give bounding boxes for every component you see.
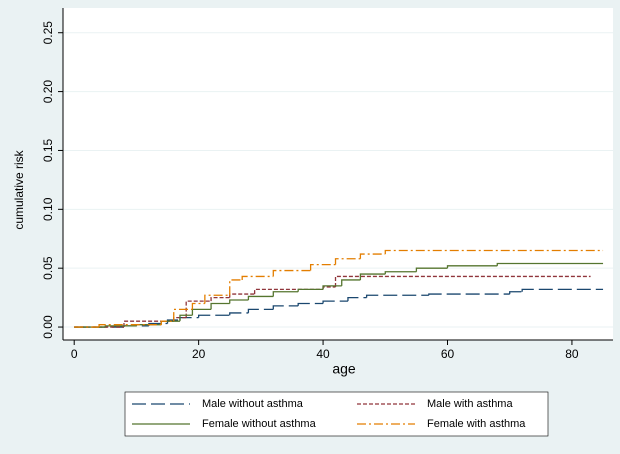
step-segment (104, 325, 137, 328)
step-segment (384, 271, 417, 275)
step-segment (384, 249, 604, 255)
step-segment (191, 302, 205, 310)
step-segment (160, 320, 174, 325)
step-segment (334, 258, 361, 265)
y-tick-label: 0.00 (41, 315, 55, 339)
x-tick-label: 40 (316, 347, 330, 361)
step-segment (210, 296, 230, 302)
x-axis-label: age (332, 361, 356, 377)
legend-label: Male without asthma (202, 398, 304, 410)
step-segment (179, 314, 193, 322)
step-segment (297, 302, 324, 306)
step-segment (496, 262, 604, 266)
step-segment (365, 294, 429, 298)
step-segment (359, 273, 386, 280)
step-segment (322, 300, 348, 304)
y-tick-label: 0.25 (41, 21, 55, 45)
step-segment (297, 288, 324, 292)
x-tick-label: 20 (192, 347, 206, 361)
step-segment (197, 314, 230, 318)
y-tick-label: 0.05 (41, 256, 55, 280)
x-tick-label: 80 (565, 347, 579, 361)
legend-label: Female with asthma (427, 418, 526, 430)
step-segment (428, 293, 510, 296)
step-segment (309, 264, 336, 271)
step-segment (229, 312, 249, 316)
step-segment (98, 324, 162, 328)
step-segment (359, 253, 386, 259)
step-segment (415, 267, 448, 272)
legend (124, 391, 549, 437)
step-segment (341, 279, 361, 286)
step-segment (173, 308, 193, 322)
step-segment (334, 275, 591, 288)
step-segment (185, 300, 212, 318)
step-segment (229, 299, 249, 304)
x-tick-label: 60 (441, 347, 455, 361)
step-segment (204, 294, 230, 304)
step-segment (446, 265, 498, 269)
step-segment (272, 305, 299, 310)
step-segment (229, 279, 243, 296)
step-segment (247, 308, 274, 313)
step-segment (322, 285, 342, 290)
step-segment (509, 291, 523, 295)
step-segment (347, 296, 367, 302)
step-segment (241, 275, 274, 280)
x-tick-label: 0 (71, 347, 78, 361)
y-tick-label: 0.20 (41, 80, 55, 104)
y-axis-label: cumulative risk (12, 149, 26, 229)
y-tick-label: 0.15 (41, 138, 55, 162)
step-segment (272, 269, 311, 277)
step-segment (210, 302, 230, 310)
plot-area (63, 8, 613, 340)
step-segment (521, 288, 604, 292)
legend-label: Male with asthma (427, 398, 513, 410)
y-tick-label: 0.10 (41, 197, 55, 221)
step-segment (166, 319, 180, 324)
legend-label: Female without asthma (202, 418, 317, 430)
step-segment (123, 320, 174, 328)
step-segment (247, 295, 274, 300)
step-segment (272, 291, 299, 297)
